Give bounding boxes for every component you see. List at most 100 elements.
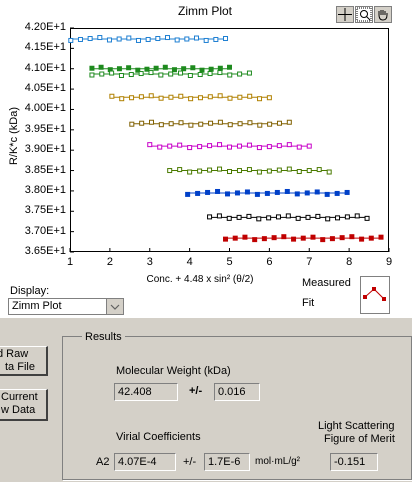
data-point <box>203 37 209 43</box>
data-point <box>89 65 95 71</box>
data-point <box>339 235 345 241</box>
data-point <box>266 95 272 101</box>
mw-plus-minus: +/- <box>189 385 203 397</box>
data-point <box>194 35 200 41</box>
data-point <box>197 72 203 78</box>
current-button-line2: w Data <box>1 404 36 416</box>
data-point <box>162 64 168 70</box>
y-tick-label: 4.10E+1 <box>24 61 66 74</box>
display-dropdown-button[interactable] <box>106 299 123 314</box>
data-point <box>197 168 203 174</box>
data-point <box>286 166 292 172</box>
data-point <box>275 214 281 220</box>
a2-value-field: 4.07E-4 <box>114 453 176 471</box>
data-point <box>190 65 196 71</box>
y-tick-label: 3.70E+1 <box>24 224 66 237</box>
data-point <box>168 71 174 77</box>
data-point <box>217 65 223 71</box>
data-point <box>257 96 263 102</box>
data-point <box>237 71 243 77</box>
zimm-plot[interactable] <box>0 0 412 320</box>
data-point <box>109 93 115 99</box>
data-point <box>167 168 173 174</box>
data-point <box>276 167 282 173</box>
data-point <box>247 120 253 126</box>
data-point <box>320 237 326 243</box>
figure-of-merit-field: -0.151 <box>330 453 378 471</box>
x-tick-label: 6 <box>266 256 273 268</box>
crosshair-tool-button[interactable] <box>336 6 354 23</box>
data-point <box>217 70 223 76</box>
data-point <box>354 213 360 219</box>
data-point <box>216 213 222 219</box>
data-point <box>187 169 193 175</box>
data-point <box>98 64 104 70</box>
data-point <box>116 36 122 42</box>
data-point <box>187 72 193 78</box>
data-point <box>325 216 331 222</box>
data-point <box>167 143 173 149</box>
data-point <box>310 234 316 240</box>
data-point <box>300 235 306 241</box>
pan-tool-button[interactable] <box>374 6 392 23</box>
series-2 <box>89 70 252 78</box>
y-tick-label: 4.15E+1 <box>24 41 66 54</box>
data-point <box>232 235 238 241</box>
data-point <box>276 143 282 149</box>
data-point <box>227 64 232 70</box>
data-point <box>171 67 177 73</box>
y-tick-label: 3.95E+1 <box>24 122 66 135</box>
data-point <box>364 215 370 221</box>
fom-label-line2: Figure of Merit <box>324 433 395 445</box>
data-point <box>215 188 221 194</box>
data-point <box>199 67 205 73</box>
data-point <box>208 66 214 72</box>
data-point <box>147 142 153 148</box>
data-point <box>236 168 242 174</box>
x-tick-label: 7 <box>306 256 313 268</box>
a2-plus-minus: +/- <box>183 456 197 468</box>
data-point <box>207 214 213 220</box>
data-point <box>237 94 243 100</box>
data-point <box>326 169 332 175</box>
data-point <box>99 71 105 77</box>
x-tick-label: 4 <box>186 256 193 268</box>
zoom-icon <box>356 7 372 22</box>
display-select[interactable]: Zimm Plot <box>8 298 124 315</box>
data-point <box>144 66 150 72</box>
legend-fit-label: Fit <box>302 297 315 309</box>
series-1 <box>89 64 232 73</box>
data-point <box>266 168 272 174</box>
series-7 <box>185 188 350 197</box>
x-axis-label: Conc. + 4.48 x sin² (θ/2) <box>146 274 254 285</box>
data-point <box>178 120 184 126</box>
data-point <box>89 72 95 78</box>
x-tick-label: 9 <box>385 256 393 268</box>
data-point <box>174 37 180 43</box>
data-point <box>359 236 365 242</box>
data-point <box>271 235 277 241</box>
zoom-tool-button[interactable] <box>355 6 373 23</box>
series-5 <box>147 142 312 151</box>
load-raw-data-file-button[interactable]: d Raw ta File <box>0 346 48 376</box>
data-point <box>237 121 243 127</box>
data-point <box>334 190 340 196</box>
data-point <box>267 121 273 127</box>
x-tick-label: 1 <box>66 256 74 268</box>
data-point <box>128 72 134 78</box>
data-point <box>304 190 310 196</box>
x-tick-label: 5 <box>226 256 233 268</box>
data-point <box>286 119 292 125</box>
data-point <box>236 143 242 149</box>
data-point <box>285 213 291 219</box>
data-point <box>295 215 301 221</box>
current-raw-data-button[interactable]: Current w Data <box>0 389 48 421</box>
data-point <box>148 70 154 76</box>
results-group-title: Results <box>82 331 125 343</box>
data-point <box>197 95 203 101</box>
data-point <box>205 189 211 195</box>
a2-error-field: 1.7E-6 <box>204 453 250 471</box>
pan-hand-icon <box>378 10 388 21</box>
data-point <box>226 215 232 221</box>
data-point <box>256 216 262 222</box>
